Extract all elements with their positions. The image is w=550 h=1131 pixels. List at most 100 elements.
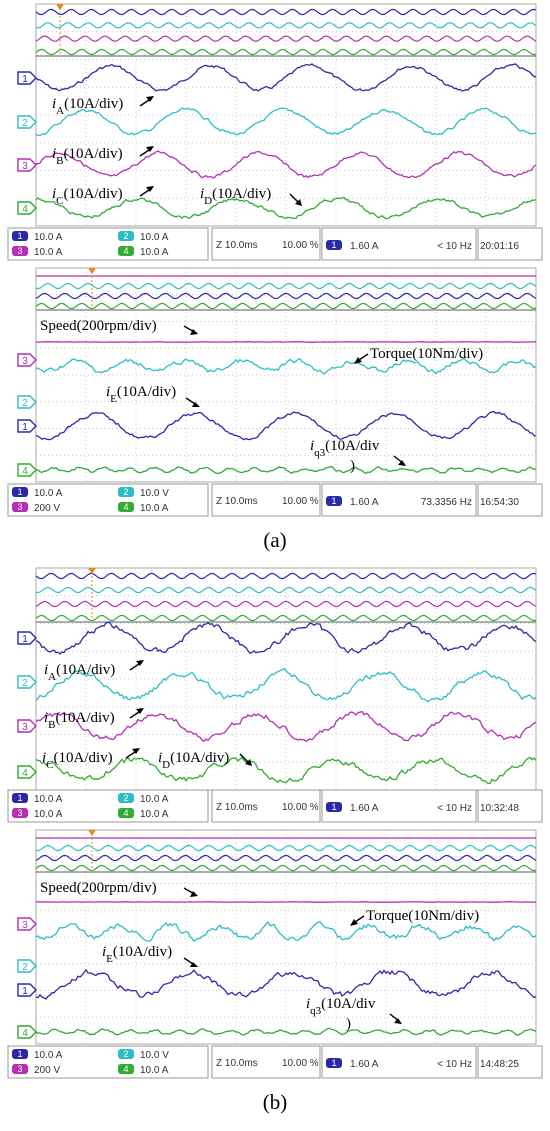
annotation-arrows: [125, 660, 252, 766]
channel-marker-label: 1: [22, 422, 28, 433]
grid: [36, 268, 536, 482]
channel-marker-1: 1: [17, 419, 37, 433]
overview-trace-ch4: [35, 614, 537, 622]
overview-trace-ch2: [35, 586, 537, 594]
svg-text:3: 3: [17, 246, 22, 256]
status-ch3-scale: 200 V: [34, 503, 60, 514]
status-ch1-scale: 10.0 A: [34, 232, 63, 243]
annotation-arrows: [183, 887, 402, 1024]
trace-ch1: [35, 968, 537, 1000]
status-timebase: Z 10.0ms: [216, 802, 258, 813]
trace-ch2: [35, 921, 537, 942]
status-ch1-scale: 10.0 A: [34, 1050, 63, 1061]
status-timebase: Z 10.0ms: [216, 240, 258, 251]
channel-marker-label: 3: [22, 356, 28, 367]
svg-text:2: 2: [123, 1049, 128, 1059]
annotation-ie: iE(10A/div): [106, 384, 176, 405]
trace-ch4: [35, 756, 537, 785]
trace-ch2: [35, 357, 537, 375]
channel-marker-label: 2: [22, 962, 28, 973]
trigger-marker: [56, 4, 64, 10]
status-trigger-ch: 1: [331, 802, 336, 812]
status-ch3-scale: 10.0 A: [34, 809, 63, 820]
status-trigger-ch: 1: [331, 240, 336, 250]
status-bar: 1 10.0 A 3 200 V 2 10.0 V 4 10.0 A Z 10.…: [7, 1045, 543, 1079]
traces: [35, 341, 537, 475]
traces: [35, 63, 537, 220]
scope-panel-b-top: 1 2 3 4 iA(10A/div) iB(10A/div) iC(10A/div)…: [7, 567, 543, 823]
trace-ch1: [35, 410, 537, 441]
channel-marker-label: 3: [22, 722, 28, 733]
status-ch1-scale: 10.0 A: [34, 488, 63, 499]
annotation-ia: iA(10A/div): [52, 96, 123, 117]
trigger-marker: [88, 268, 96, 274]
trace-ch4: [35, 465, 537, 475]
svg-text:1: 1: [17, 793, 22, 803]
channel-marker-label: 4: [22, 1028, 28, 1039]
channel-marker-label: 3: [22, 920, 28, 931]
status-trigger-level: 1.60 A: [350, 1059, 379, 1070]
svg-text:3: 3: [17, 808, 22, 818]
svg-text:4: 4: [123, 1064, 128, 1074]
annotation-ie: iE(10A/div): [102, 944, 172, 965]
status-trigger-level: 1.60 A: [350, 803, 379, 814]
zoom-overview: [35, 568, 537, 623]
status-ch2-scale: 10.0 A: [140, 232, 169, 243]
overview-trace-ch1: [35, 8, 537, 16]
status-ch4-scale: 10.0 A: [140, 1065, 169, 1076]
status-ch3-scale: 10.0 A: [34, 247, 63, 258]
overview-trace-ch1: [35, 292, 537, 300]
channel-marker-label: 1: [22, 986, 28, 997]
status-ch2-scale: 10.0 A: [140, 794, 169, 805]
status-time: 20:01:16: [480, 241, 519, 252]
channel-marker-label: 2: [22, 118, 28, 129]
overview-trace-ch4: [35, 302, 537, 310]
annotation-torque: Torque(10Nm/div): [370, 346, 483, 362]
channel-marker-label: 3: [22, 161, 28, 172]
status-trigger-level: 1.60 A: [350, 241, 379, 252]
overview-trace-ch3: [35, 35, 537, 42]
annotation-ic: iC(10A/div): [42, 750, 113, 771]
grid: [36, 568, 536, 790]
trace-ch4: [35, 1027, 537, 1037]
svg-text:2: 2: [123, 231, 128, 241]
svg-text:1: 1: [17, 487, 22, 497]
status-trigger-ch: 1: [331, 496, 336, 506]
trace-ch3: [36, 150, 537, 179]
svg-text:2: 2: [123, 793, 128, 803]
channel-marker-2: 2: [17, 395, 37, 409]
channel-marker-4: 4: [17, 463, 37, 477]
channel-marker-label: 4: [22, 204, 28, 215]
traces: [35, 621, 537, 785]
channel-marker-4: 4: [17, 1025, 37, 1039]
channel-marker-4: 4: [17, 765, 37, 779]
status-zoom: 10.00 %: [282, 1058, 319, 1069]
annotation-iq3-tail: ): [346, 1016, 351, 1032]
annotation-ib: iB(10A/div): [44, 710, 115, 731]
status-zoom: 10.00 %: [282, 802, 319, 813]
status-ch3-badge: [12, 246, 28, 256]
status-bar: 1 10.0 A 3 200 V 2 10.0 V 4 10.0 A Z 10.…: [7, 483, 543, 517]
annotation-id: iD(10A/div): [200, 186, 271, 207]
zoom-overview: [35, 830, 537, 873]
trace-ch3: [35, 710, 537, 743]
status-frequency: < 10 Hz: [437, 1059, 472, 1070]
status-ch4-badge: [118, 246, 134, 256]
trigger-marker: [88, 568, 96, 574]
overview-trace-ch1: [35, 572, 537, 580]
svg-text:3: 3: [17, 502, 22, 512]
status-time: 14:48:25: [480, 1059, 519, 1070]
svg-text:3: 3: [17, 1064, 22, 1074]
status-time: 10:32:48: [480, 803, 519, 814]
overview-trace-ch2: [35, 844, 537, 852]
status-trigger-ch: 1: [331, 1058, 336, 1068]
status-ch2-scale: 10.0 V: [140, 488, 169, 499]
overview-trace-ch1: [35, 854, 537, 862]
channel-marker-label: 1: [22, 634, 28, 645]
status-zoom: 10.00 %: [282, 240, 319, 251]
status-ch1-badge: [12, 231, 28, 241]
status-ch4-scale: 10.0 A: [140, 247, 169, 258]
traces: [35, 901, 537, 1037]
channel-markers: 3 2 1 4: [17, 353, 37, 477]
